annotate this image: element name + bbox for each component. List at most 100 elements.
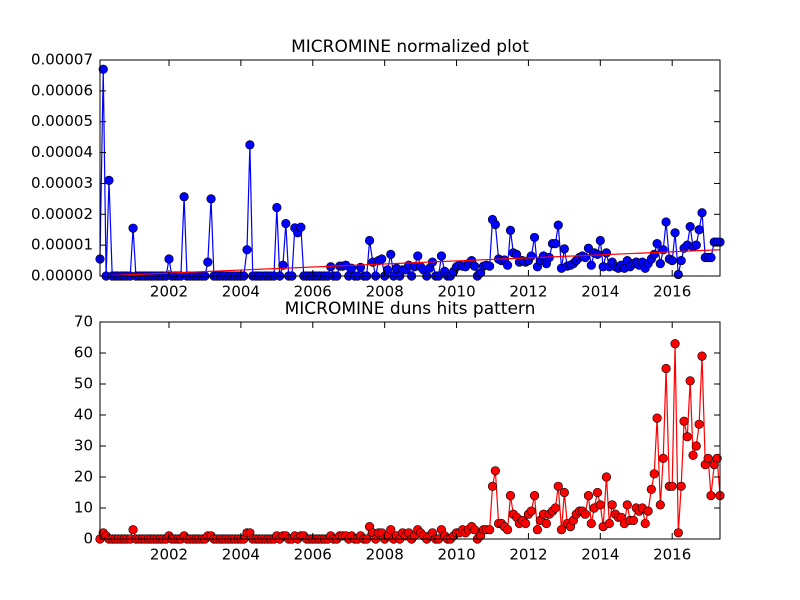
chart-title: MICROMINE duns hits pattern: [285, 299, 536, 319]
data-point: [595, 235, 605, 246]
series-line: [99, 249, 721, 277]
data-point: [529, 232, 540, 243]
data-point: [487, 481, 498, 491]
data-point: [580, 509, 590, 519]
data-point: [550, 239, 560, 249]
data-point: [469, 261, 480, 271]
data-point: [592, 487, 603, 498]
plot-area: [100, 60, 720, 276]
data-point: [682, 432, 692, 442]
data-point: [529, 491, 540, 501]
data-point: [706, 252, 716, 263]
data-point: [469, 525, 480, 535]
x-tick-label: 2010: [437, 283, 475, 301]
data-point: [697, 351, 707, 361]
y-tick-label: 0.00006: [31, 81, 93, 99]
data-point: [658, 453, 668, 464]
data-point: [505, 225, 516, 235]
x-tick-label: 2006: [294, 546, 332, 564]
data-point: [485, 525, 495, 535]
x-tick-label: 2008: [366, 546, 404, 564]
data-point: [628, 515, 638, 526]
data-point: [203, 257, 213, 267]
data-point: [673, 528, 683, 538]
x-tick-label: 2002: [150, 546, 188, 564]
data-point: [670, 228, 680, 238]
data-point: [242, 245, 252, 255]
data-point: [550, 503, 560, 513]
data-point: [520, 518, 531, 529]
data-point: [296, 222, 306, 232]
data-point: [670, 339, 680, 349]
x-tick-label: 2008: [366, 283, 404, 301]
data-point: [580, 252, 590, 263]
y-tick-label: 0.00001: [31, 236, 93, 254]
y-tick-label: 10: [74, 499, 93, 517]
y-tick-label: 0.00004: [31, 143, 93, 161]
x-tick-label: 2016: [653, 283, 691, 301]
data-point: [676, 255, 686, 266]
data-point: [413, 251, 423, 261]
data-point: [673, 269, 683, 280]
data-point: [377, 254, 387, 264]
data-point: [490, 219, 500, 230]
data-point: [245, 140, 255, 150]
data-point: [382, 265, 393, 275]
x-tick-label: 2004: [222, 283, 260, 301]
data-point: [128, 525, 138, 535]
data-point: [526, 251, 536, 261]
data-point: [688, 450, 698, 460]
data-point: [586, 518, 596, 529]
data-point: [490, 466, 500, 476]
data-point: [649, 469, 659, 479]
data-point: [655, 500, 665, 510]
data-point: [583, 491, 594, 501]
y-tick-label: 60: [74, 344, 93, 362]
x-tick-label: 2014: [581, 283, 619, 301]
data-point: [346, 263, 357, 273]
data-point: [691, 240, 701, 250]
data-point: [622, 500, 632, 510]
data-point: [685, 376, 695, 386]
data-point: [559, 244, 569, 254]
data-point: [386, 525, 396, 535]
y-tick-label: 70: [74, 313, 93, 331]
data-point: [601, 472, 612, 482]
data-point: [128, 223, 138, 233]
data-point: [706, 491, 716, 501]
y-tick-label: 0: [83, 530, 93, 548]
data-point: [272, 202, 282, 213]
x-tick-label: 2004: [222, 546, 260, 564]
data-point: [502, 260, 513, 270]
x-tick-label: 2014: [581, 546, 619, 564]
y-tick-label: 50: [74, 375, 93, 393]
data-point: [502, 525, 513, 535]
data-point: [643, 506, 653, 516]
data-point: [98, 64, 108, 74]
x-tick-label: 2012: [509, 283, 547, 301]
y-tick-label: 0.00002: [31, 205, 93, 223]
data-point: [685, 222, 695, 232]
data-point: [712, 453, 722, 464]
data-point: [436, 251, 447, 261]
data-point: [364, 235, 375, 246]
data-point: [652, 413, 662, 423]
data-point: [505, 491, 516, 501]
data-point: [601, 248, 612, 258]
x-tick-label: 2002: [150, 283, 188, 301]
data-point: [667, 481, 677, 491]
y-tick-label: 0.00000: [31, 267, 93, 285]
data-point: [697, 208, 707, 218]
data-point: [607, 500, 617, 510]
data-point: [640, 518, 650, 529]
data-point: [526, 506, 536, 516]
data-point: [386, 249, 396, 259]
data-point: [595, 500, 605, 510]
x-tick-label: 2012: [509, 546, 547, 564]
data-point: [676, 481, 686, 491]
data-point: [281, 218, 291, 229]
axes-frame: [99, 321, 721, 540]
data-point: [667, 255, 677, 266]
